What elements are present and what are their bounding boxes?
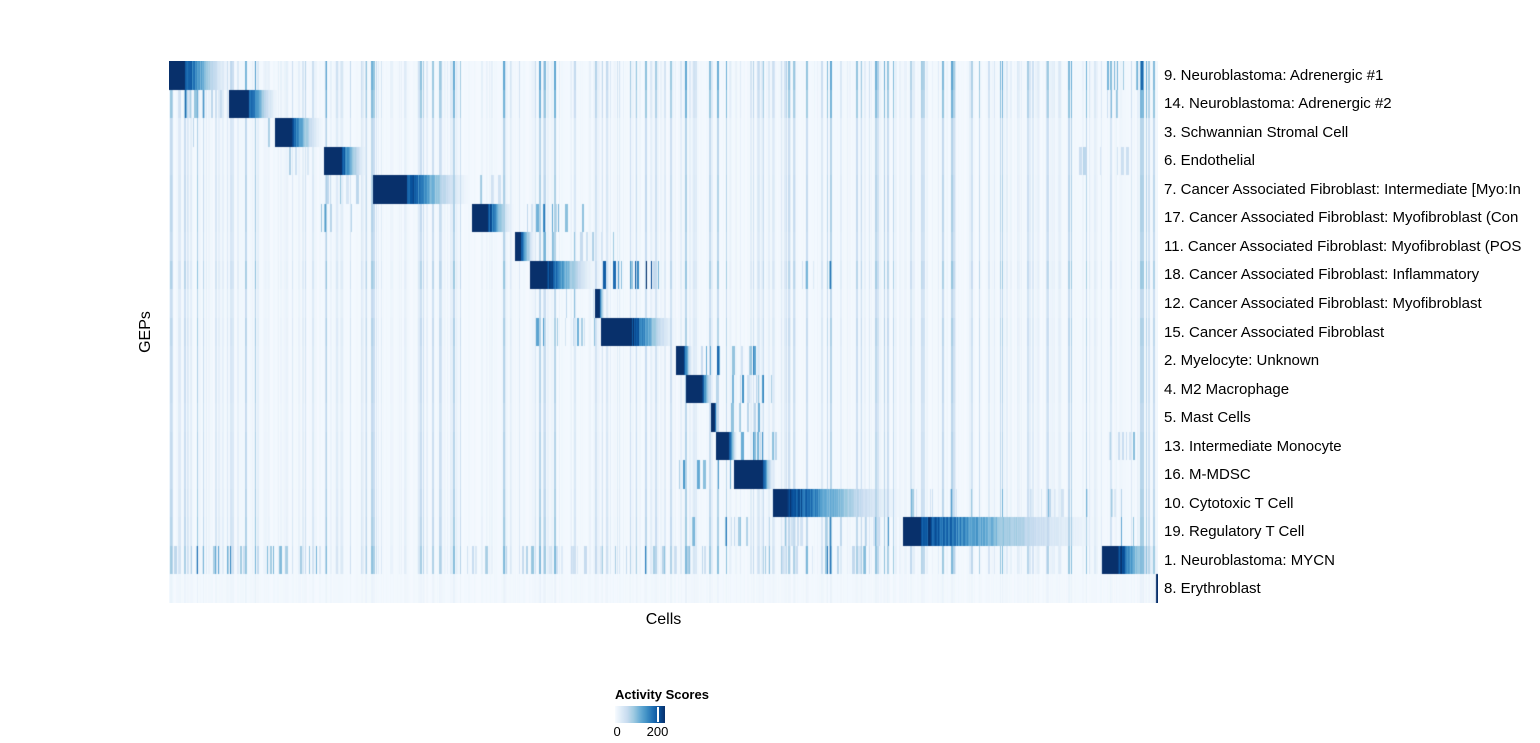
row-label: 4. M2 Macrophage bbox=[1164, 380, 1290, 398]
heatmap-canvas bbox=[169, 61, 1158, 603]
legend-title: Activity Scores bbox=[615, 687, 709, 702]
row-labels: 9. Neuroblastoma: Adrenergic #1 14. Neur… bbox=[1164, 61, 1521, 603]
row-label: 2. Myelocyte: Unknown bbox=[1164, 352, 1320, 370]
heatmap bbox=[169, 61, 1158, 603]
colorbar-legend: Activity Scores 0 200 bbox=[613, 687, 755, 740]
row-label: 7. Cancer Associated Fibroblast: Interme… bbox=[1164, 180, 1521, 198]
row-label: 8. Erythroblast bbox=[1164, 580, 1261, 598]
row-label: 3. Schwannian Stromal Cell bbox=[1164, 123, 1349, 141]
row-label: 12. Cancer Associated Fibroblast: Myofib… bbox=[1164, 295, 1482, 313]
row-label: 19. Regulatory T Cell bbox=[1164, 523, 1305, 541]
row-label: 10. Cytotoxic T Cell bbox=[1164, 494, 1294, 512]
row-label: 1. Neuroblastoma: MYCN bbox=[1164, 551, 1335, 569]
row-label: 13. Intermediate Monocyte bbox=[1164, 437, 1342, 455]
row-label: 17. Cancer Associated Fibroblast: Myofib… bbox=[1164, 209, 1519, 227]
row-label: 14. Neuroblastoma: Adrenergic #2 bbox=[1164, 95, 1392, 113]
row-label: 15. Cancer Associated Fibroblast bbox=[1164, 323, 1385, 341]
row-label: 6. Endothelial bbox=[1164, 152, 1255, 170]
row-label: 9. Neuroblastoma: Adrenergic #1 bbox=[1164, 66, 1384, 84]
row-label: 11. Cancer Associated Fibroblast: Myofib… bbox=[1164, 237, 1522, 255]
colorbar-tick-mark bbox=[656, 707, 659, 722]
row-label: 5. Mast Cells bbox=[1164, 409, 1251, 427]
row-label: 18. Cancer Associated Fibroblast: Inflam… bbox=[1164, 266, 1480, 284]
x-axis-label: Cells bbox=[645, 611, 682, 628]
colorbar-labels: 0 200 bbox=[613, 724, 669, 740]
colorbar-min-label: 0 bbox=[613, 724, 621, 739]
y-axis-label: GEPs bbox=[134, 61, 158, 603]
colorbar-tick-label: 200 bbox=[646, 724, 669, 739]
row-label: 16. M-MDSC bbox=[1164, 466, 1251, 484]
colorbar-gradient bbox=[615, 706, 665, 723]
y-axis-label-text: GEPs bbox=[137, 311, 155, 353]
